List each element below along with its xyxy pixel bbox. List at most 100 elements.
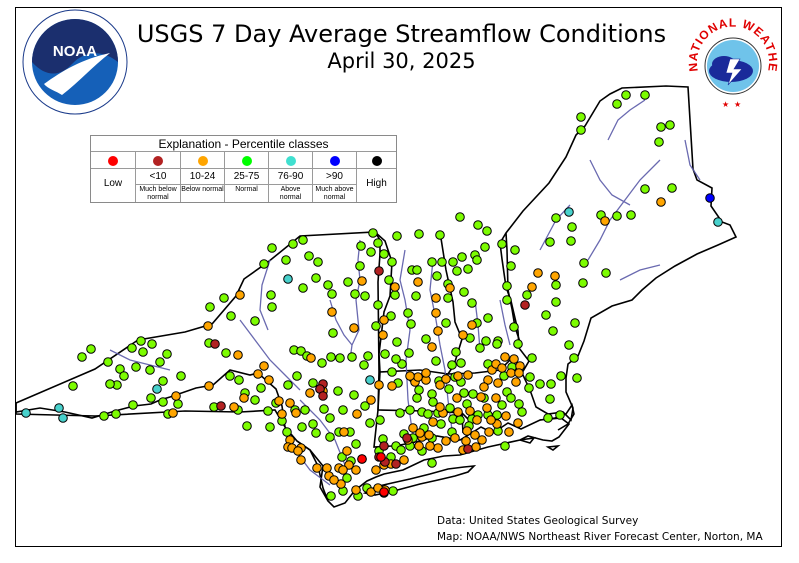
- legend-range: 25-75: [233, 171, 260, 182]
- gauge-below: [431, 293, 441, 303]
- gauge-below: [471, 442, 481, 452]
- legend-caption: Much below normal: [139, 186, 177, 201]
- gauge-normal: [447, 360, 457, 370]
- gauge-below: [329, 475, 339, 485]
- gauge-normal: [428, 397, 438, 407]
- gauge-below: [435, 380, 445, 390]
- legend-color-dot: [285, 156, 296, 166]
- gauge-much-below: [210, 339, 220, 349]
- legend-range: >90: [326, 171, 343, 182]
- gauge-normal: [626, 210, 636, 220]
- gauge-normal: [136, 336, 146, 346]
- gauge-normal: [455, 212, 465, 222]
- legend-color-dot: [371, 156, 382, 166]
- gauge-normal: [396, 445, 406, 455]
- gauge-below: [203, 321, 213, 331]
- gauge-below: [500, 352, 510, 362]
- gauge-normal: [317, 358, 327, 368]
- gauge-normal: [467, 298, 477, 308]
- gauge-normal: [502, 281, 512, 291]
- gauge-below: [379, 315, 389, 325]
- gauge-normal: [379, 249, 389, 259]
- gauge-normal: [335, 353, 345, 363]
- gauge-below: [204, 381, 214, 391]
- gauge-normal: [226, 311, 236, 321]
- gauge-normal: [304, 251, 314, 261]
- gauge-below: [390, 282, 400, 292]
- gauge-normal: [405, 405, 415, 415]
- gauge-normal: [319, 404, 329, 414]
- legend-color-dot: [153, 156, 163, 166]
- gauge-normal: [342, 473, 352, 483]
- gauge-normal: [506, 393, 516, 403]
- gauge-normal: [510, 245, 520, 255]
- gauge-below: [491, 393, 501, 403]
- gauge-normal: [403, 308, 413, 318]
- new-england-outline: [499, 85, 738, 422]
- gauge-much-below: [391, 459, 401, 469]
- gauge-normal: [437, 257, 447, 267]
- gauge-normal: [392, 231, 402, 241]
- noaa-logo-text: NOAA: [53, 43, 97, 60]
- gauge-normal: [250, 395, 260, 405]
- gauge-normal: [444, 384, 454, 394]
- gauge-low: [376, 452, 386, 462]
- gauge-below: [229, 402, 239, 412]
- gauge-normal: [373, 238, 383, 248]
- gauge-below: [514, 368, 524, 378]
- legend-end-label: High: [366, 178, 387, 189]
- gauge-normal: [288, 239, 298, 249]
- legend-class: >90 Much above normal: [312, 152, 356, 202]
- legend-range: <10: [149, 171, 167, 182]
- gauge-normal: [665, 120, 675, 130]
- gauge-much-below: [216, 401, 226, 411]
- gauge-normal: [483, 313, 493, 323]
- gauge-below: [511, 377, 521, 387]
- gauge-normal: [355, 261, 365, 271]
- gauge-normal: [350, 289, 360, 299]
- gauge-normal: [555, 410, 565, 420]
- gauge-normal: [359, 360, 369, 370]
- gauge-below: [285, 398, 295, 408]
- gauge-normal: [147, 339, 157, 349]
- gauge-normal: [525, 372, 535, 382]
- gauge-normal: [551, 280, 561, 290]
- gauge-normal: [572, 373, 582, 383]
- gauge-normal: [265, 422, 275, 432]
- gauge-below: [327, 307, 337, 317]
- gauge-normal: [103, 357, 113, 367]
- gauge-normal: [333, 386, 343, 396]
- gauge-below: [233, 350, 243, 360]
- gauge-normal: [543, 413, 553, 423]
- gauge-low: [379, 487, 389, 497]
- gauge-normal: [545, 237, 555, 247]
- gauge-normal: [77, 352, 87, 362]
- map-frame: [15, 7, 782, 547]
- gauge-normal: [414, 385, 424, 395]
- ny-vt-border: [374, 231, 393, 411]
- gauge-normal: [411, 291, 421, 301]
- gauge-below: [414, 441, 424, 451]
- gauge-below: [415, 428, 425, 438]
- gauge-normal: [412, 393, 422, 403]
- gauge-below: [493, 378, 503, 388]
- gauge-normal: [463, 264, 473, 274]
- gauge-normal: [387, 367, 397, 377]
- gauge-normal: [86, 344, 96, 354]
- legend-class: <10 Much below normal: [135, 152, 180, 202]
- gauge-normal: [297, 422, 307, 432]
- gauge-normal: [500, 441, 510, 451]
- gauge-below: [351, 465, 361, 475]
- gauge-normal: [548, 326, 558, 336]
- legend-color-dot: [241, 156, 252, 166]
- gauge-above: [58, 413, 68, 423]
- gauge-below: [239, 393, 249, 403]
- gauge-below: [445, 283, 455, 293]
- gauge-much-below: [463, 444, 473, 454]
- gauge-below: [427, 342, 437, 352]
- gauge-normal: [406, 319, 416, 329]
- gauge-normal: [482, 226, 492, 236]
- gauge-normal: [475, 343, 485, 353]
- gauge-below: [428, 417, 438, 427]
- noaa-logo: NOAA: [22, 9, 128, 115]
